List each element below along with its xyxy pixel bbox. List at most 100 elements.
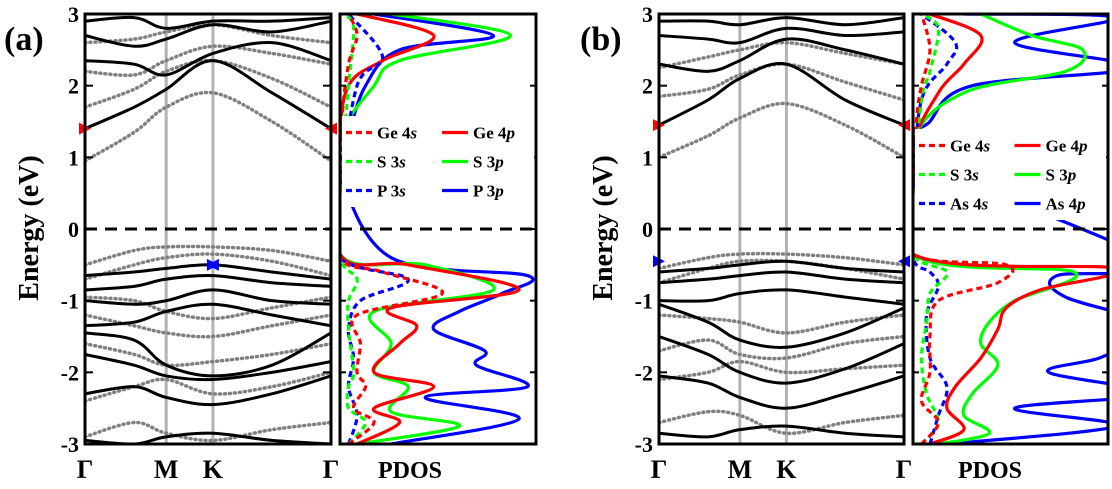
- band-solid: [85, 263, 331, 281]
- y-tick-label: 0: [68, 217, 79, 242]
- band-solid: [85, 331, 331, 378]
- band-dotted: [85, 244, 331, 267]
- band-solid: [85, 59, 331, 131]
- band-dotted: [659, 313, 904, 335]
- band-dotted: [85, 252, 331, 281]
- band-lines: [659, 16, 904, 439]
- k-point-label: Γ: [896, 455, 913, 484]
- band-solid: [85, 431, 331, 444]
- band-dotted: [85, 313, 331, 339]
- legend-entry-label: S 3s: [377, 153, 406, 172]
- k-point-label: Γ: [323, 455, 340, 484]
- k-point-label: Γ: [651, 455, 668, 484]
- pdos-series-line: [913, 14, 949, 444]
- pdos-series-line: [913, 14, 1108, 444]
- band-dotted: [85, 420, 331, 443]
- pdos-lines: [340, 14, 535, 444]
- band-dotted: [85, 295, 331, 321]
- band-solid: [85, 273, 331, 292]
- y-tick-label: -1: [61, 289, 79, 314]
- y-tick-label: -1: [635, 289, 653, 314]
- band-solid: [659, 62, 904, 127]
- band-dotted: [659, 334, 904, 361]
- band-solid: [659, 335, 904, 385]
- band-dotted: [659, 40, 904, 70]
- y-tick-label: 3: [642, 2, 653, 27]
- pdos-series-line: [913, 14, 1087, 444]
- band-structure-b: -3 -2 -1 0 1 2 3 Γ M K Γ: [635, 2, 913, 484]
- band-dotted: [85, 44, 331, 78]
- band-solid: [659, 270, 904, 285]
- y-tick-label: 3: [68, 2, 79, 27]
- band-dotted: [659, 359, 904, 382]
- pdos-series-line: [340, 14, 521, 444]
- band-solid: [85, 374, 331, 407]
- pdos-panel-a: Ge 4s Ge 4p S 3s S 3p P 3s P 3p: [338, 12, 538, 446]
- vbm-marker: [206, 258, 219, 271]
- legend-entry-label: Ge 4s: [377, 124, 418, 143]
- band-solid: [85, 352, 331, 382]
- pdos-series-line: [913, 14, 1108, 444]
- band-solid: [659, 26, 904, 45]
- band-dotted: [85, 90, 331, 163]
- legend-entry-label: Ge 4s: [950, 137, 991, 156]
- band-solid: [85, 288, 331, 306]
- band-solid: [659, 424, 904, 439]
- y-tick-label: -3: [635, 432, 653, 457]
- band-dotted: [659, 251, 904, 271]
- panel-b: (b) Energy (eV) -3 -2 -1 0 1 2 3 Γ M K Γ Ge 4s Ge 4…: [580, 2, 1110, 484]
- pdos-series-line: [913, 14, 1015, 444]
- band-dotted: [85, 22, 331, 45]
- k-point-label: K: [776, 455, 797, 484]
- legend-background: [915, 129, 1106, 220]
- k-point-label: M: [154, 455, 179, 484]
- band-dotted: [85, 58, 331, 109]
- band-solid: [85, 41, 331, 77]
- band-dotted: [85, 341, 331, 368]
- y-tick-label: 2: [68, 74, 79, 99]
- band-solid: [659, 16, 904, 27]
- y-axis-title-b: Energy (eV): [588, 155, 619, 300]
- pdos-series-line: [340, 14, 368, 444]
- legend-entry-label: P 3p: [473, 182, 504, 201]
- legend-entry-label: As 4s: [950, 195, 989, 214]
- band-solid: [659, 259, 904, 274]
- pdos-xlabel-a: PDOS: [378, 458, 442, 484]
- pdos-series-line: [340, 14, 513, 444]
- band-dotted: [659, 409, 904, 436]
- y-tick-label: 2: [642, 74, 653, 99]
- k-point-label: K: [203, 455, 224, 484]
- legend-entry-label: S 3s: [950, 166, 979, 185]
- y-tick-label: 0: [642, 217, 653, 242]
- legend-entry-label: S 3p: [473, 153, 504, 172]
- band-solid: [659, 288, 904, 306]
- y-axis-title-a: Energy (eV): [14, 155, 45, 300]
- y-tick-label: 1: [642, 145, 653, 170]
- band-solid: [85, 19, 331, 48]
- panel-letter-b: (b): [580, 21, 622, 58]
- pdos-panel-b: Ge 4s Ge 4p S 3s S 3p As 4s As 4p: [911, 12, 1110, 446]
- panel-letter-a: (a): [4, 21, 44, 58]
- band-solid: [659, 37, 904, 73]
- band-lines: [85, 15, 331, 444]
- legend-entry-label: S 3p: [1046, 166, 1077, 185]
- k-point-label: Γ: [77, 455, 94, 484]
- pdos-series-line: [913, 14, 959, 444]
- y-tick-label: -2: [61, 360, 79, 385]
- legend-entry-label: Ge 4p: [473, 124, 515, 143]
- band-solid: [659, 302, 904, 349]
- band-structure-a: -3 -2 -1 0 1 2 3 Γ M K Γ: [61, 2, 340, 484]
- band-dotted: [659, 101, 904, 160]
- y-tick-label: 1: [68, 145, 79, 170]
- k-point-label: M: [728, 455, 753, 484]
- band-solid: [85, 15, 331, 30]
- y-tick-label: -3: [61, 432, 79, 457]
- legend-entry-label: P 3s: [377, 182, 406, 201]
- band-solid: [85, 302, 331, 328]
- y-tick-label: -2: [635, 360, 653, 385]
- pdos-series-line: [340, 14, 444, 444]
- legend-entry-label: Ge 4p: [1046, 137, 1088, 156]
- pdos-lines: [913, 14, 1108, 444]
- legend-background: [342, 116, 534, 207]
